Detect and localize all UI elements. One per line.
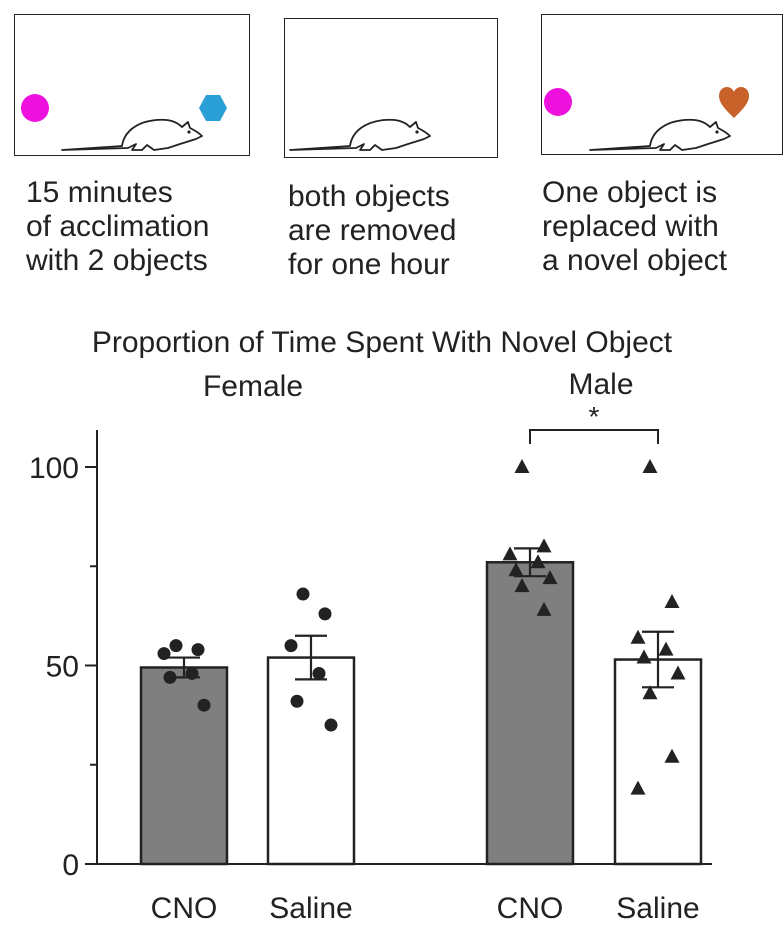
data-point: [636, 649, 652, 664]
data-point: [185, 666, 199, 680]
x-tick-label: CNO: [151, 892, 218, 925]
chart-title: Proportion of Time Spent With Novel Obje…: [92, 326, 673, 359]
data-point: [630, 629, 646, 644]
data-point: [312, 666, 326, 680]
y-tick-label: 0: [62, 849, 79, 882]
data-point: [630, 780, 646, 795]
data-point: [664, 593, 680, 608]
y-tick-label: 50: [46, 651, 79, 684]
data-point: [191, 643, 205, 657]
data-point: [296, 587, 310, 601]
data-point: [658, 641, 674, 656]
step-2-caption: both objects are removed for one hour: [288, 180, 457, 281]
y-tick-label: 100: [29, 452, 79, 485]
data-point: [318, 607, 332, 621]
data-point: [502, 546, 518, 561]
data-point: [324, 718, 338, 732]
data-point: [514, 459, 530, 473]
bar-female-saline: [266, 656, 356, 866]
x-tick-label: Saline: [616, 892, 699, 925]
data-point: [642, 459, 658, 473]
data-point: [530, 554, 546, 569]
step-3-caption: One object is replaced with a novel object: [542, 176, 728, 277]
data-point: [169, 639, 183, 653]
significance-label: *: [589, 401, 600, 432]
circle-icon: [544, 88, 572, 116]
data-point: [284, 639, 298, 653]
data-point: [664, 748, 680, 763]
bar-male-cno: [485, 561, 575, 866]
data-point: [536, 601, 552, 616]
data-point: [536, 538, 552, 553]
data-point: [163, 670, 177, 684]
data-point: [508, 562, 524, 577]
hexagon-icon: [199, 95, 227, 121]
data-point: [542, 570, 558, 585]
x-tick-label: Saline: [269, 892, 352, 925]
step-3-arena: [541, 14, 783, 155]
significance-bracket: [529, 429, 659, 444]
mouse-icon: [589, 118, 731, 151]
data-point: [290, 694, 304, 708]
x-tick-label: CNO: [497, 892, 564, 925]
bar-female-cno: [139, 666, 229, 866]
mouse-icon: [289, 118, 431, 151]
data-point: [642, 685, 658, 700]
data-point: [514, 578, 530, 593]
heart-icon: [719, 87, 749, 118]
data-point: [157, 647, 171, 661]
group-label-male: Male: [568, 368, 633, 401]
data-point: [670, 665, 686, 680]
mouse-icon: [61, 118, 203, 151]
step-1-caption: 15 minutes of acclimation with 2 objects: [26, 176, 210, 277]
bar-male-saline: [613, 658, 703, 866]
group-label-female: Female: [203, 370, 303, 403]
data-point: [197, 698, 211, 712]
circle-icon: [21, 94, 49, 122]
